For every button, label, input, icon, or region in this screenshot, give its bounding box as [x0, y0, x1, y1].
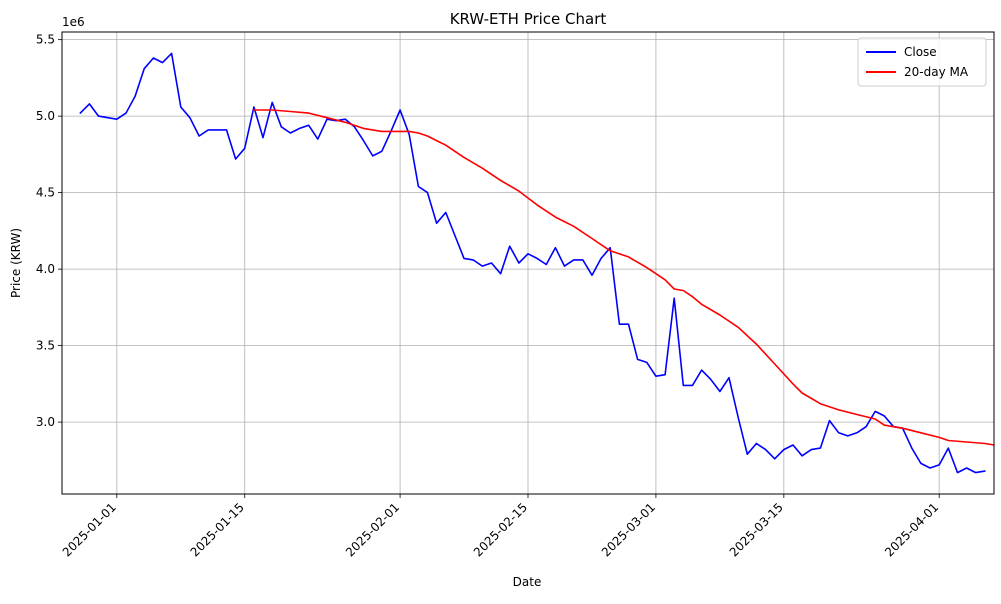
- legend-label-close: Close: [904, 45, 937, 59]
- y-tick-label: 3.5: [36, 339, 55, 353]
- grid-lines: [62, 32, 994, 494]
- y-tick-label: 5.5: [36, 33, 55, 47]
- legend-label-20-day-ma: 20-day MA: [904, 65, 969, 79]
- y-axis-offset-label: 1e6: [62, 15, 85, 29]
- x-axis-label: Date: [513, 575, 542, 589]
- x-axis: 2025-01-01 2025-01-15 2025-02-01 2025-02-15…: [60, 494, 941, 559]
- legend-box: [857, 37, 987, 87]
- x-tick-label: 2025-01-01: [60, 500, 119, 559]
- chart-title: KRW-ETH Price Chart: [450, 10, 607, 28]
- x-tick-label: 2025-01-15: [188, 500, 247, 559]
- x-tick-label: 2025-04-01: [882, 500, 941, 559]
- x-tick-label: 2025-03-01: [599, 500, 658, 559]
- y-tick-label: 5.0: [36, 109, 55, 123]
- x-tick-label: 2025-02-01: [343, 500, 402, 559]
- x-tick-label: 2025-03-15: [727, 500, 786, 559]
- y-tick-label: 3.0: [36, 415, 55, 429]
- y-axis-label: Price (KRW): [9, 228, 23, 298]
- y-axis: 3.0 3.5 4.0 4.5 5.0 5.5: [36, 33, 62, 429]
- series-layer: [79, 52, 995, 474]
- x-tick-label: 2025-02-15: [471, 500, 530, 559]
- y-tick-label: 4.0: [36, 262, 55, 276]
- y-tick-label: 4.5: [36, 186, 55, 200]
- legend: Close 20-day MA: [857, 37, 987, 87]
- series-line-20-day-ma: [253, 109, 995, 446]
- series-line-close: [79, 52, 986, 474]
